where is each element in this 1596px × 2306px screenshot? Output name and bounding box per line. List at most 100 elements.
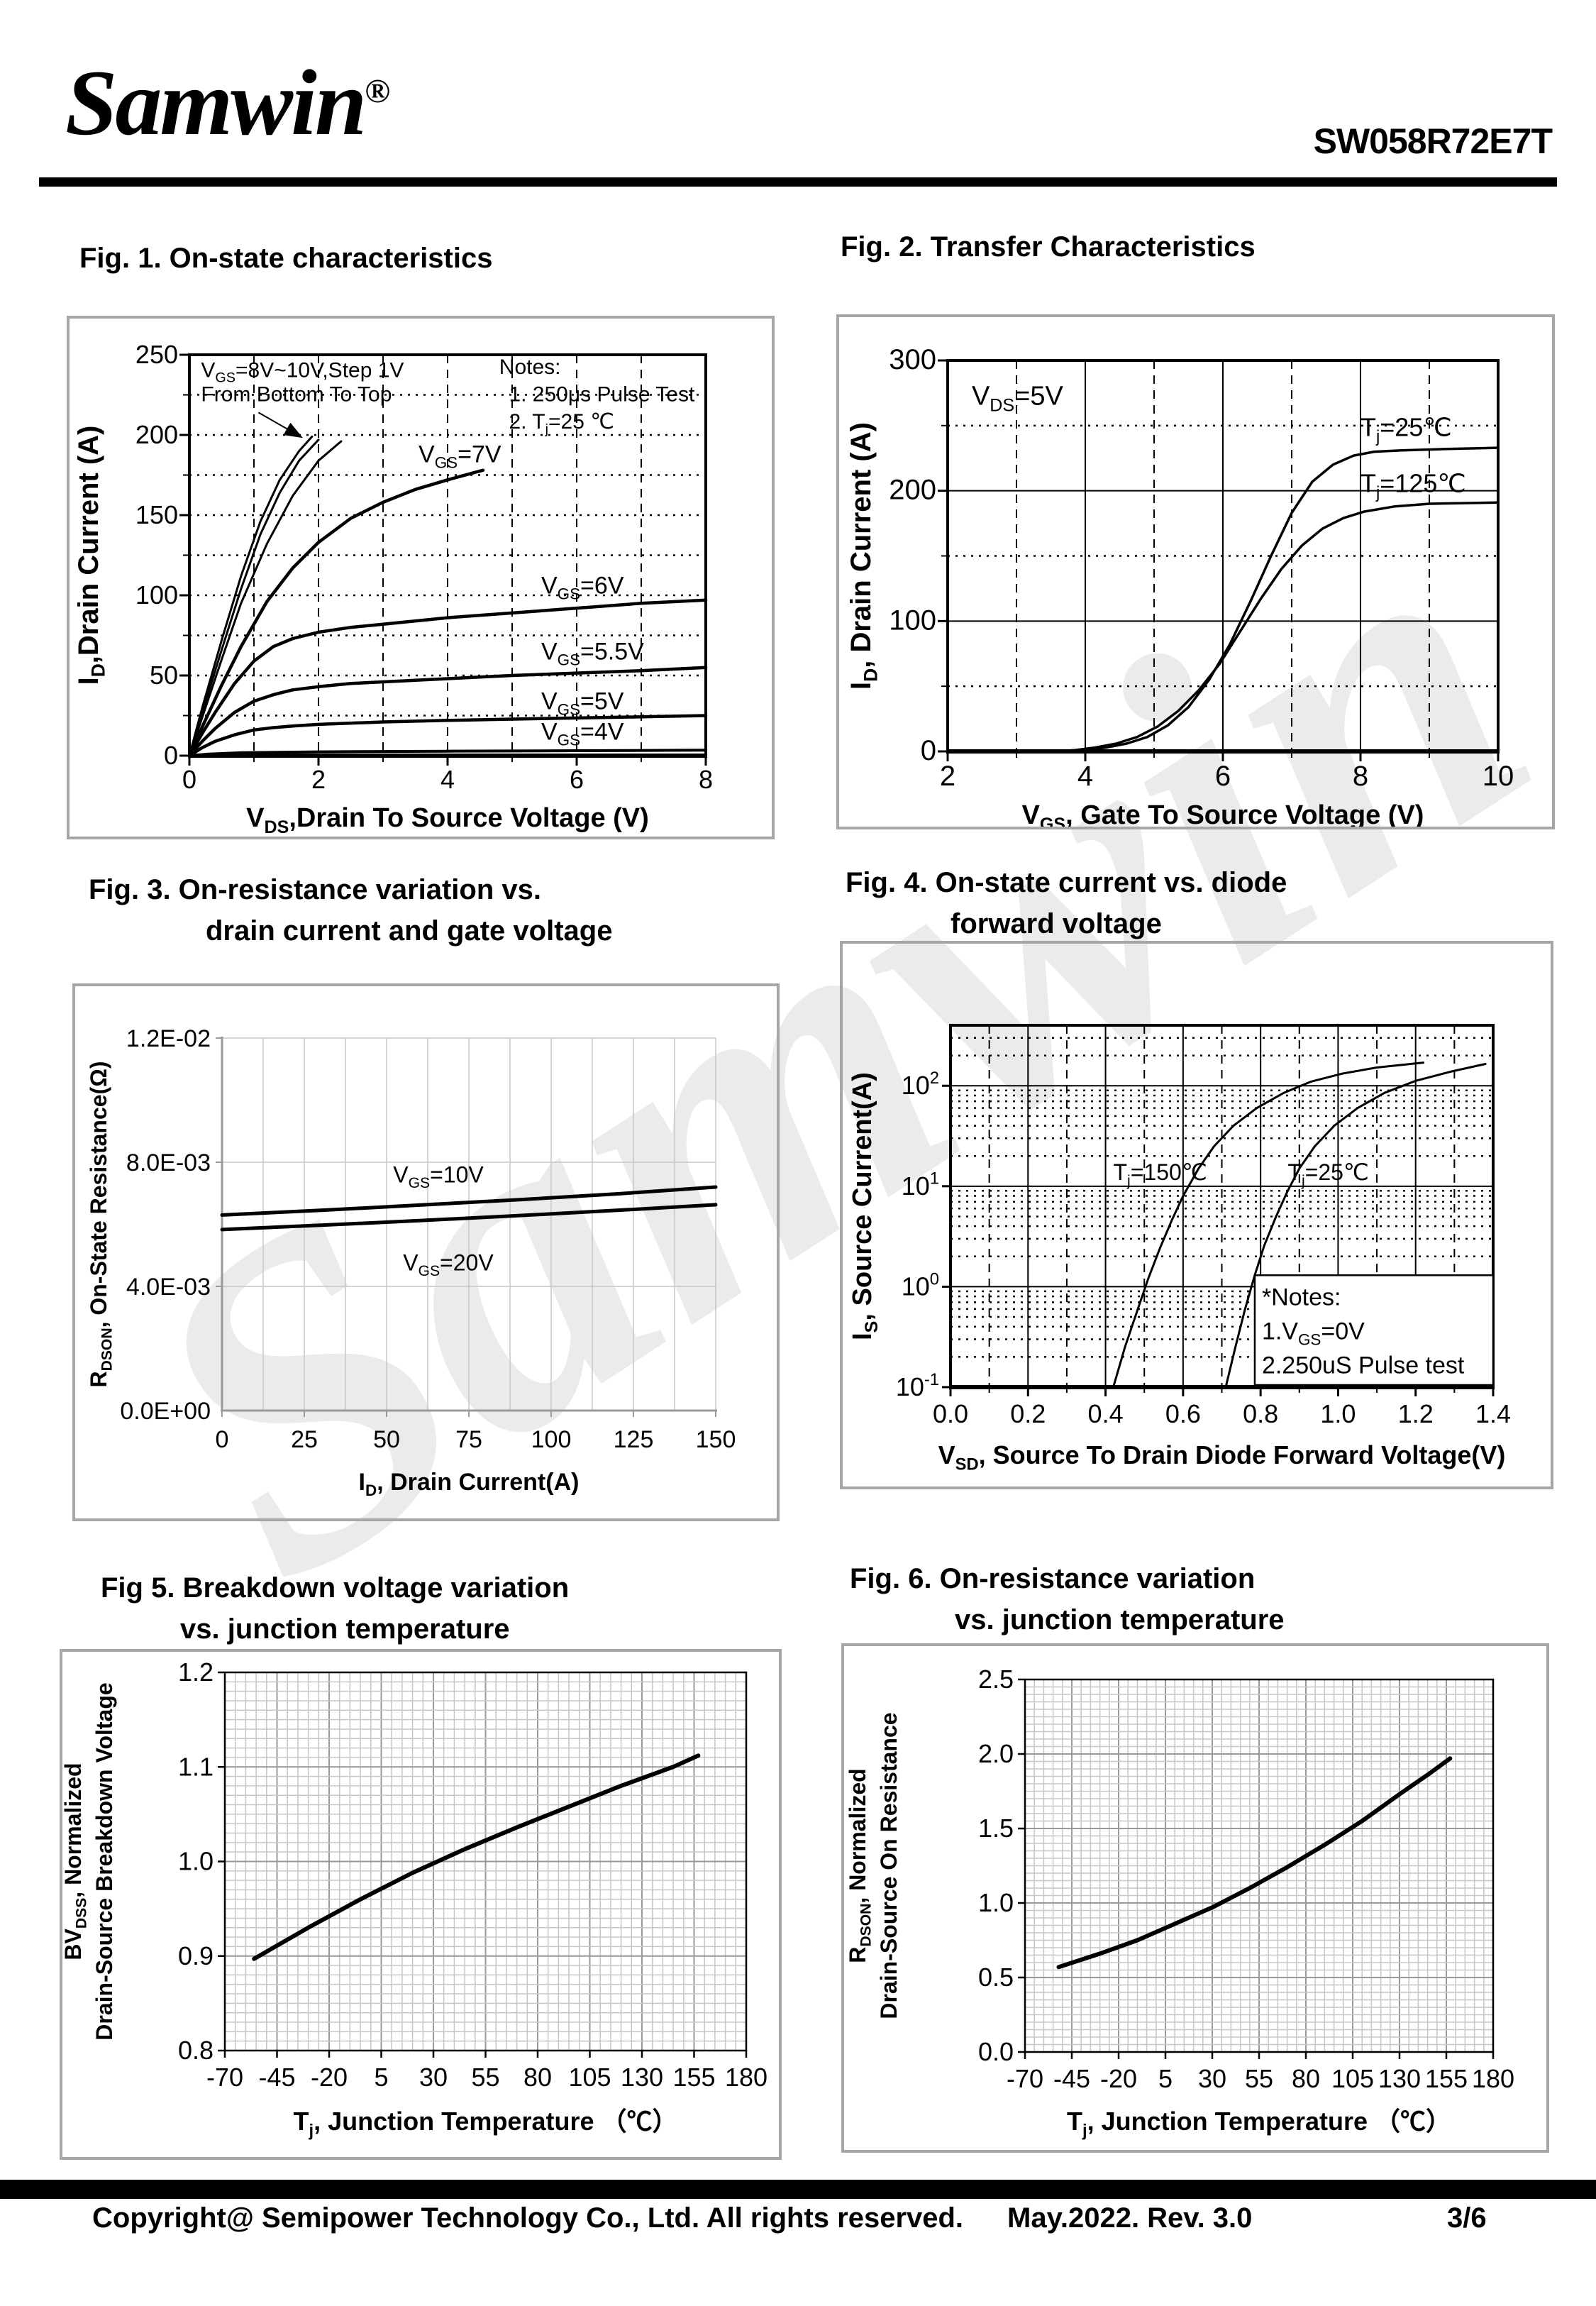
x-tick-label: 2: [940, 761, 955, 792]
x-tick-label: 6: [1215, 761, 1231, 792]
x-tick-label: 55: [471, 2063, 499, 2092]
x-tick-label: 30: [1198, 2064, 1226, 2093]
footer-rule: [0, 2180, 1596, 2199]
x-tick-label: 10: [1483, 761, 1514, 792]
x-tick-label: -70: [206, 2063, 243, 2092]
y-axis-title-line-1: BVDSS, Normalized: [62, 1762, 90, 1960]
series-BVDSS-normalized: [252, 1753, 701, 1961]
fig2-chart: VDS=5V Tj=25℃ Tj=125℃ 2 4 6 8 10 0 100 200 300 VGS, …: [836, 314, 1555, 829]
y-tick-label: 2.5: [978, 1665, 1014, 1694]
series-VGS=5V: [187, 714, 708, 758]
x-tick-label: 1.2: [1398, 1399, 1434, 1428]
series-VGS=10V: [220, 1185, 718, 1217]
x-tick-label: 75: [455, 1426, 482, 1453]
fig4-chart: *Notes: 1.VGS=0V 2.250uS Pulse test Tj=150℃…: [840, 941, 1553, 1489]
x-tick-label: 4: [440, 765, 455, 794]
annotation-3: Tj=125℃: [1361, 469, 1466, 502]
y-tick-label: 10-1: [896, 1370, 939, 1401]
series-VGS=4V: [188, 749, 707, 757]
annotation-2: Tj=25℃: [1287, 1159, 1368, 1189]
figure-5-title-line-2: vs. junction temperature: [180, 1613, 510, 1645]
fig5-plot: -70 -45 -20 5 30 55 80 105 130 155 180 0.8 0.9 1.0 1.1…: [62, 1657, 767, 2140]
y-tick-label: 0: [921, 735, 936, 766]
x-tick-label: -20: [1100, 2064, 1137, 2093]
x-tick-label: 180: [1472, 2064, 1514, 2093]
y-tick-label: 100: [902, 1269, 939, 1301]
fig4-plot: *Notes: 1.VGS=0V 2.250uS Pulse test Tj=150℃…: [848, 1024, 1511, 1474]
x-tick-label: 0.0: [933, 1399, 968, 1428]
brand-name: Samwin: [65, 50, 367, 155]
x-tick-label: -45: [1053, 2064, 1090, 2093]
figure-2-title: Fig. 2. Transfer Characteristics: [841, 231, 1256, 263]
x-tick-label: 8: [1353, 761, 1368, 792]
x-tick-label: 0: [182, 765, 196, 794]
annotation-1: VDS=5V: [972, 381, 1064, 415]
annotation-4: 1. 250μs Pulse Test: [509, 383, 695, 407]
x-tick-label: 80: [523, 2063, 552, 2092]
part-number: SW058R72E7T: [1313, 121, 1553, 161]
x-tick-label: 4: [1077, 761, 1093, 792]
notes-line-2: 1.VGS=0V: [1262, 1318, 1365, 1348]
notes-line-1: *Notes:: [1262, 1284, 1341, 1311]
annotation-1: VGS=10V: [393, 1162, 484, 1191]
series-VGS=20V: [220, 1203, 718, 1232]
annotation-2: Tj=25℃: [1361, 413, 1452, 446]
annotation-arrow: [257, 412, 303, 438]
x-tick-label: 0.8: [1243, 1399, 1278, 1428]
series-VGS=10V: [188, 435, 314, 757]
series-Tj=125C: [1053, 501, 1500, 753]
x-tick-label: 180: [725, 2063, 767, 2092]
y-tick-label: 0.5: [978, 1963, 1014, 1992]
x-tick-label: 2: [311, 765, 326, 794]
x-axis-title: Tj, Junction Temperature （℃）: [1067, 2107, 1451, 2140]
fig3-plot: VGS=10V VGS=20V 0 25 50 75 100 125 150 0.0E+00 4.0…: [86, 1025, 736, 1499]
fig6-chart: -70 -45 -20 5 30 55 80 105 130 155 180 0.0 0.5 1.0 1.5…: [841, 1643, 1549, 2153]
series-VGS=7V: [187, 468, 485, 758]
figure-4-title-line-1: Fig. 4. On-state current vs. diode: [846, 867, 1287, 898]
y-tick-label: 2.0: [978, 1739, 1014, 1768]
y-tick-label: 4.0E-03: [126, 1274, 211, 1301]
y-tick-label: 150: [135, 500, 178, 529]
figure-5-title-line-1: Fig 5. Breakdown voltage variation: [101, 1572, 570, 1604]
x-tick-label: 105: [1331, 2064, 1374, 2093]
y-tick-label: 50: [150, 661, 178, 690]
x-tick-label: 5: [1158, 2064, 1173, 2093]
annotation-10: VGS=4V: [541, 718, 624, 749]
annotation-2: From Bottom To Top: [201, 383, 392, 407]
x-tick-label: 5: [374, 2063, 388, 2092]
x-tick-label: 80: [1292, 2064, 1320, 2093]
y-tick-label: 102: [902, 1069, 939, 1100]
x-axis-title: Tj, Junction Temperature （℃）: [293, 2107, 677, 2140]
x-tick-label: 1.4: [1475, 1399, 1511, 1428]
fig1-chart: VGS=8V~10V,Step 1V From Bottom To Top Note…: [67, 316, 775, 839]
x-tick-label: 130: [1378, 2064, 1421, 2093]
y-tick-label: 8.0E-03: [126, 1149, 211, 1176]
y-tick-label: 300: [889, 344, 936, 375]
series-VGS=9V: [188, 438, 320, 757]
y-tick-label: 101: [902, 1169, 939, 1201]
x-tick-label: 0: [216, 1426, 229, 1453]
y-axis-title-line-1: ID,Drain Current (A): [73, 426, 109, 685]
x-tick-label: 30: [419, 2063, 448, 2092]
y-tick-label: 1.5: [978, 1814, 1014, 1843]
x-tick-label: -45: [258, 2063, 295, 2092]
series-VGS=8V: [188, 440, 343, 757]
x-tick-label: 0.2: [1010, 1399, 1046, 1428]
series-Tj=25C: [1063, 446, 1500, 753]
x-axis-title: ID, Drain Current(A): [359, 1469, 580, 1499]
x-tick-label: 150: [696, 1426, 736, 1453]
footer-revision: May.2022. Rev. 3.0: [1007, 2202, 1253, 2234]
figure-1-title: Fig. 1. On-state characteristics: [79, 243, 493, 274]
x-tick-label: 25: [291, 1426, 318, 1453]
y-axis-title-line-1: RDSON, Normalized: [845, 1768, 875, 1963]
x-tick-label: 6: [570, 765, 584, 794]
annotation-6: VGS=7V: [419, 441, 501, 471]
registered-mark: ®: [365, 72, 391, 110]
series-Tj=150C: [1112, 1061, 1425, 1389]
y-axis-title-line-1: IS, Source Current(A): [848, 1072, 882, 1340]
x-axis-title: VGS, Gate To Source Voltage (V): [1022, 800, 1424, 827]
footer-page-number: 3/6: [1447, 2202, 1487, 2234]
